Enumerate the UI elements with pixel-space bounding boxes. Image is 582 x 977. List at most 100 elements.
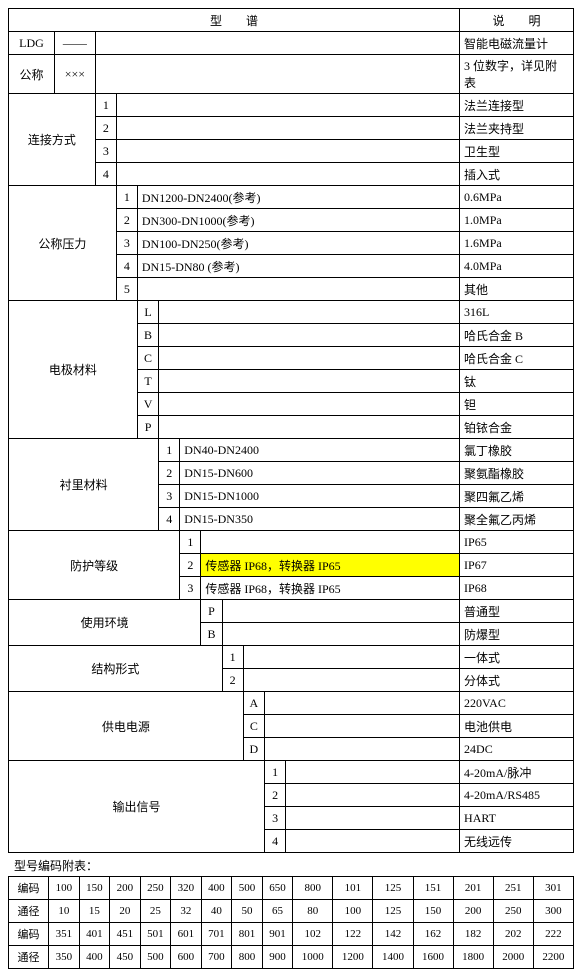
- appendix-title: 型号编码附表：: [14, 857, 574, 874]
- power-D: D: [243, 738, 264, 761]
- env-P: P: [201, 600, 222, 623]
- lining-label: 衬里材料: [9, 439, 159, 531]
- ldg-val: ——: [55, 32, 96, 55]
- power-A-desc: 220VAC: [460, 692, 574, 715]
- press-1-desc: 0.6MPa: [460, 186, 574, 209]
- lining-4-cond: DN15-DN350: [180, 508, 460, 531]
- ldg-code: LDG: [9, 32, 55, 55]
- header-desc: 说 明: [460, 9, 574, 32]
- press-3-cond: DN100-DN250(参考): [137, 232, 459, 255]
- conn-4-desc: 插入式: [460, 163, 574, 186]
- conn-1: 1: [95, 94, 116, 117]
- protect-1-desc: IP65: [460, 531, 574, 554]
- gongcheng-desc: 3 位数字，详见附表: [460, 55, 574, 94]
- press-5: 5: [116, 278, 137, 301]
- press-label: 公称压力: [9, 186, 117, 301]
- lining-2-desc: 聚氨酯橡胶: [460, 462, 574, 485]
- protect-label: 防护等级: [9, 531, 180, 600]
- header-spec: 型 谱: [9, 9, 460, 32]
- env-B-desc: 防爆型: [460, 623, 574, 646]
- ldg-blank: [95, 32, 459, 55]
- lining-2: 2: [159, 462, 180, 485]
- press-2: 2: [116, 209, 137, 232]
- elec-C-desc: 哈氏合金 C: [460, 347, 574, 370]
- elec-P: P: [137, 416, 158, 439]
- press-4-cond: DN15-DN80 (参考): [137, 255, 459, 278]
- protect-2: 2: [180, 554, 201, 577]
- elec-T-desc: 钛: [460, 370, 574, 393]
- struct-1-desc: 一体式: [460, 646, 574, 669]
- protect-3: 3: [180, 577, 201, 600]
- out-3: 3: [265, 807, 286, 830]
- elec-C: C: [137, 347, 158, 370]
- elec-B-desc: 哈氏合金 B: [460, 324, 574, 347]
- env-P-desc: 普通型: [460, 600, 574, 623]
- lining-1-cond: DN40-DN2400: [180, 439, 460, 462]
- conn-4: 4: [95, 163, 116, 186]
- struct-2: 2: [222, 669, 243, 692]
- press-2-desc: 1.0MPa: [460, 209, 574, 232]
- elec-B: B: [137, 324, 158, 347]
- protect-3-desc: IP68: [460, 577, 574, 600]
- lining-4-desc: 聚全氟乙丙烯: [460, 508, 574, 531]
- gongcheng-val: ×××: [55, 55, 96, 94]
- elec-label: 电极材料: [9, 301, 138, 439]
- conn-3-desc: 卫生型: [460, 140, 574, 163]
- lining-3: 3: [159, 485, 180, 508]
- out-4-desc: 无线远传: [460, 830, 574, 853]
- out-3-desc: HART: [460, 807, 574, 830]
- press-5-desc: 其他: [460, 278, 574, 301]
- elec-V-desc: 钽: [460, 393, 574, 416]
- appendix-row-4: 通径35040045050060070080090010001200140016…: [9, 946, 574, 969]
- gongcheng-label: 公称: [9, 55, 55, 94]
- env-label: 使用环境: [9, 600, 201, 646]
- conn-3: 3: [95, 140, 116, 163]
- lining-4: 4: [159, 508, 180, 531]
- out-2-desc: 4-20mA/RS485: [460, 784, 574, 807]
- elec-V: V: [137, 393, 158, 416]
- protect-2-cond: 传感器 IP68，转换器 IP65: [201, 554, 460, 577]
- press-3: 3: [116, 232, 137, 255]
- press-3-desc: 1.6MPa: [460, 232, 574, 255]
- appendix-row-3: 编码35140145150160170180190110212214216218…: [9, 923, 574, 946]
- protect-2-desc: IP67: [460, 554, 574, 577]
- out-label: 输出信号: [9, 761, 265, 853]
- elec-P-desc: 铂铱合金: [460, 416, 574, 439]
- power-D-desc: 24DC: [460, 738, 574, 761]
- lining-1-desc: 氯丁橡胶: [460, 439, 574, 462]
- out-1: 1: [265, 761, 286, 784]
- elec-L-desc: 316L: [460, 301, 574, 324]
- out-4: 4: [265, 830, 286, 853]
- struct-label: 结构形式: [9, 646, 223, 692]
- power-A: A: [243, 692, 264, 715]
- out-2: 2: [265, 784, 286, 807]
- lining-3-desc: 聚四氟乙烯: [460, 485, 574, 508]
- env-B: B: [201, 623, 222, 646]
- protect-3-cond: 传感器 IP68，转换器 IP65: [201, 577, 460, 600]
- power-C-desc: 电池供电: [460, 715, 574, 738]
- appendix-table: 编码10015020025032040050065080010112515120…: [8, 876, 574, 969]
- protect-1: 1: [180, 531, 201, 554]
- elec-L: L: [137, 301, 158, 324]
- conn-2: 2: [95, 117, 116, 140]
- power-label: 供电电源: [9, 692, 244, 761]
- conn-2-desc: 法兰夹持型: [460, 117, 574, 140]
- struct-2-desc: 分体式: [460, 669, 574, 692]
- press-1-cond: DN1200-DN2400(参考): [137, 186, 459, 209]
- elec-T: T: [137, 370, 158, 393]
- lining-2-cond: DN15-DN600: [180, 462, 460, 485]
- ldg-desc: 智能电磁流量计: [460, 32, 574, 55]
- power-C: C: [243, 715, 264, 738]
- press-4-desc: 4.0MPa: [460, 255, 574, 278]
- press-4: 4: [116, 255, 137, 278]
- appendix-row-2: 通径101520253240506580100125150200250300: [9, 900, 574, 923]
- lining-1: 1: [159, 439, 180, 462]
- appendix-row-1: 编码10015020025032040050065080010112515120…: [9, 877, 574, 900]
- press-2-cond: DN300-DN1000(参考): [137, 209, 459, 232]
- conn-label: 连接方式: [9, 94, 96, 186]
- out-1-desc: 4-20mA/脉冲: [460, 761, 574, 784]
- conn-1-desc: 法兰连接型: [460, 94, 574, 117]
- struct-1: 1: [222, 646, 243, 669]
- lining-3-cond: DN15-DN1000: [180, 485, 460, 508]
- press-1: 1: [116, 186, 137, 209]
